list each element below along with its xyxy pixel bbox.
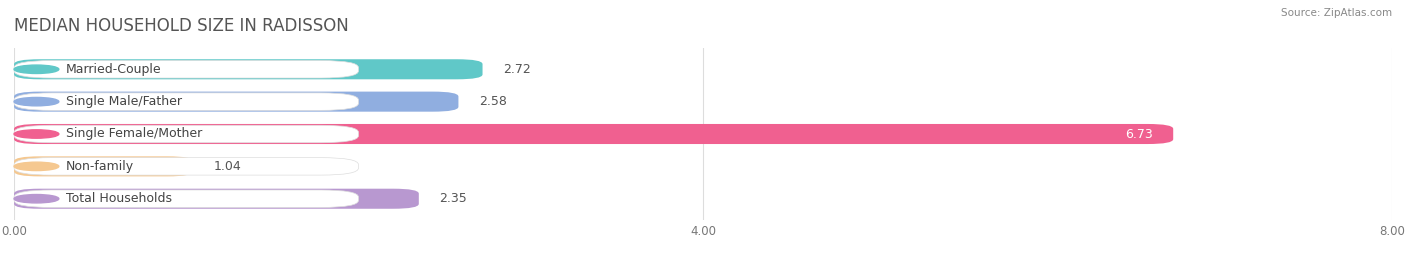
Text: Source: ZipAtlas.com: Source: ZipAtlas.com: [1281, 8, 1392, 18]
Text: Non-family: Non-family: [66, 160, 134, 173]
FancyBboxPatch shape: [14, 92, 458, 112]
Circle shape: [14, 98, 59, 106]
Text: MEDIAN HOUSEHOLD SIZE IN RADISSON: MEDIAN HOUSEHOLD SIZE IN RADISSON: [14, 17, 349, 35]
FancyBboxPatch shape: [14, 156, 193, 176]
Circle shape: [14, 65, 59, 73]
FancyBboxPatch shape: [14, 190, 359, 207]
Text: Single Male/Father: Single Male/Father: [66, 95, 181, 108]
Text: Married-Couple: Married-Couple: [66, 63, 162, 76]
FancyBboxPatch shape: [14, 59, 482, 79]
FancyBboxPatch shape: [14, 124, 1173, 144]
Text: 2.58: 2.58: [479, 95, 508, 108]
Text: 2.35: 2.35: [440, 192, 467, 205]
FancyBboxPatch shape: [14, 189, 419, 209]
FancyBboxPatch shape: [14, 125, 359, 143]
Circle shape: [14, 195, 59, 203]
Circle shape: [14, 130, 59, 138]
Text: 6.73: 6.73: [1125, 128, 1153, 140]
FancyBboxPatch shape: [14, 93, 359, 110]
Circle shape: [14, 162, 59, 170]
Text: Total Households: Total Households: [66, 192, 172, 205]
FancyBboxPatch shape: [14, 158, 359, 175]
FancyBboxPatch shape: [14, 61, 359, 78]
Text: Single Female/Mother: Single Female/Mother: [66, 128, 202, 140]
Text: 1.04: 1.04: [214, 160, 242, 173]
Text: 2.72: 2.72: [503, 63, 531, 76]
